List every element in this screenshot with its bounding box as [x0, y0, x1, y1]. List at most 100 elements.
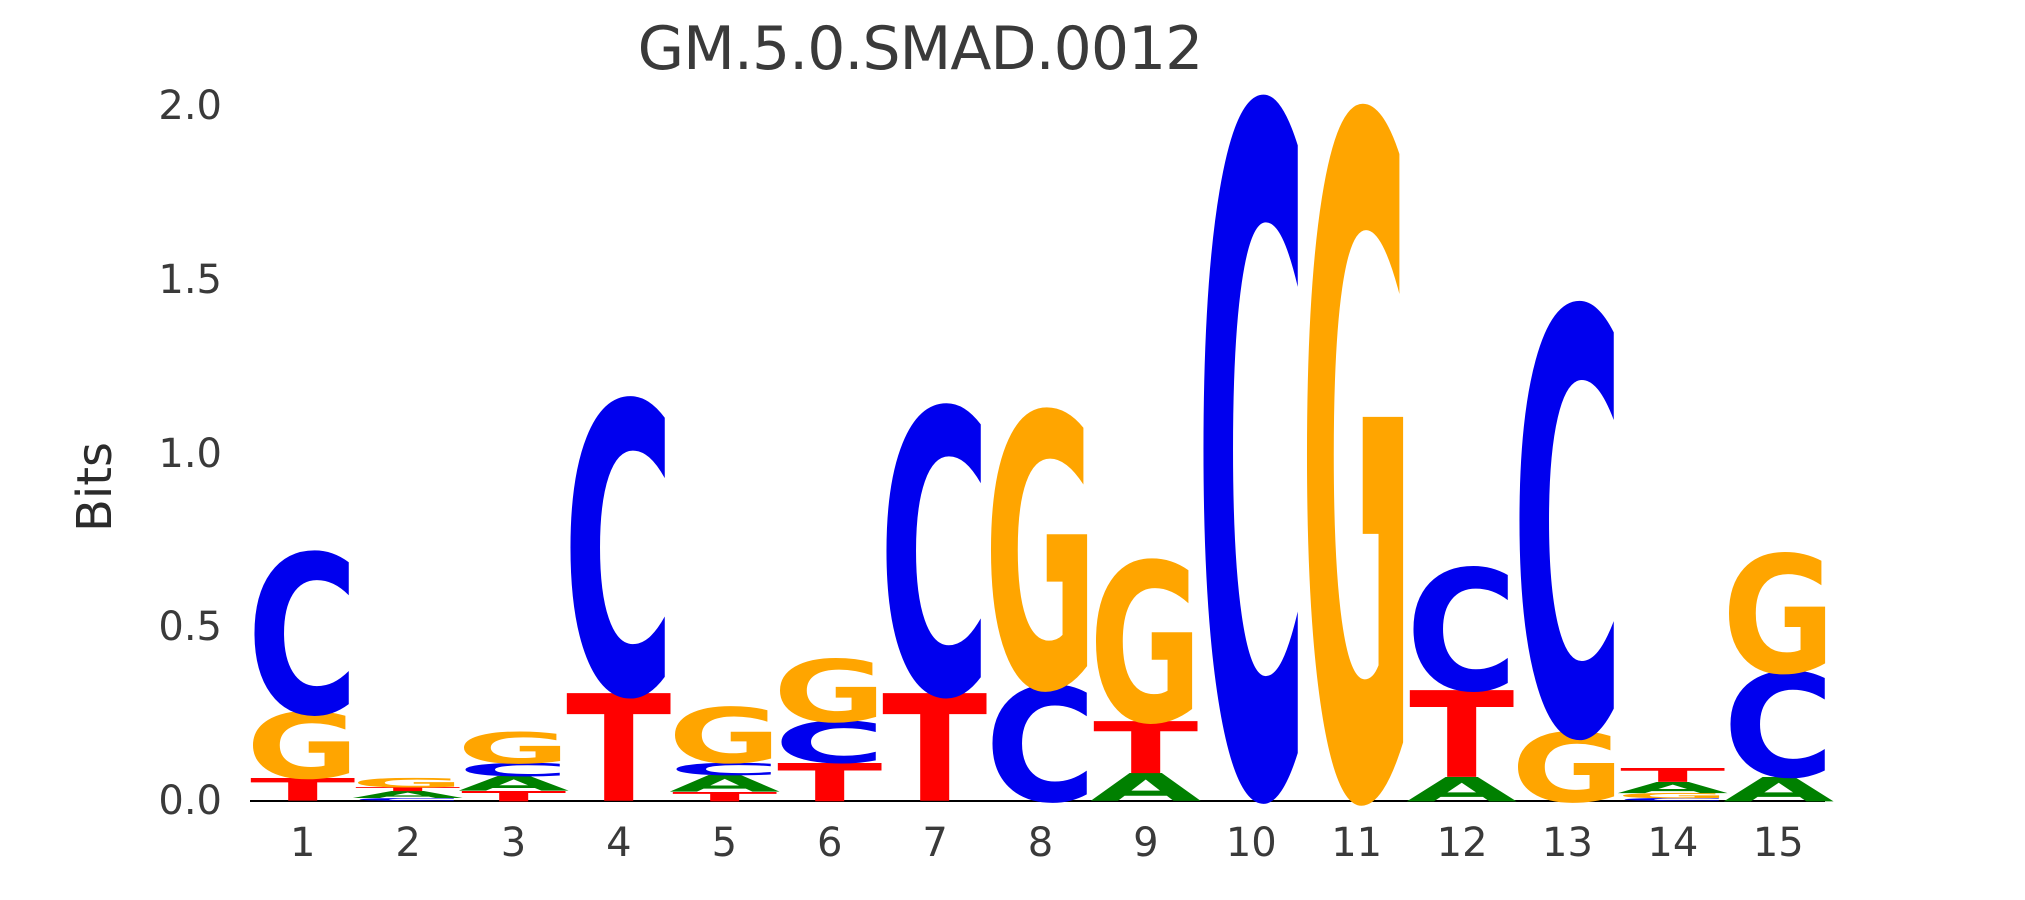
- base-glyph-G: G: [1722, 523, 1835, 711]
- x-tick-label: 5: [711, 820, 738, 866]
- svg-text:C: C: [985, 657, 1097, 839]
- base-glyph-T: T: [566, 664, 671, 836]
- base-glyph-C: C: [458, 759, 570, 780]
- base-glyph-G: G: [246, 695, 359, 800]
- base-glyph-T: T: [461, 788, 567, 805]
- base-glyph-C: C: [774, 710, 886, 777]
- base-glyph-C: C: [1512, 194, 1624, 870]
- svg-text:A: A: [669, 771, 781, 797]
- base-glyph-C: C: [1722, 644, 1834, 811]
- x-tick-label: 3: [500, 820, 527, 866]
- svg-text:A: A: [458, 772, 569, 795]
- svg-text:A: A: [1090, 765, 1201, 810]
- svg-text:A: A: [1723, 770, 1835, 809]
- base-glyph-G: G: [1616, 792, 1729, 800]
- svg-text:T: T: [566, 664, 671, 836]
- x-tick-label: 9: [1133, 820, 1159, 866]
- base-glyph-C: C: [668, 760, 780, 779]
- base-glyph-G: G: [1089, 519, 1202, 774]
- base-glyph-T: T: [672, 789, 778, 804]
- svg-text:C: C: [247, 510, 359, 764]
- svg-text:T: T: [882, 664, 987, 836]
- svg-text:G: G: [1511, 713, 1624, 824]
- svg-text:A: A: [1617, 779, 1728, 797]
- y-tick-label: 0.5: [158, 604, 222, 651]
- base-glyph-A: A: [1617, 779, 1728, 797]
- chart-title: GM.5.0.SMAD.0012: [637, 14, 1204, 84]
- svg-text:G: G: [1089, 519, 1202, 774]
- svg-text:G: G: [246, 695, 359, 800]
- y-tick-label: 1.0: [158, 430, 222, 477]
- svg-text:C: C: [458, 759, 570, 780]
- svg-text:C: C: [879, 331, 991, 786]
- svg-text:G: G: [773, 642, 886, 742]
- x-tick-label: 10: [1225, 820, 1277, 866]
- x-tick-label: 11: [1331, 820, 1383, 866]
- base-glyph-C: C: [563, 323, 675, 788]
- svg-text:T: T: [1620, 764, 1725, 786]
- x-tick-label: 8: [1027, 820, 1054, 866]
- x-tick-label: 14: [1647, 820, 1699, 866]
- base-glyph-G: G: [668, 693, 781, 781]
- x-tick-label: 4: [606, 820, 632, 866]
- y-tick-label: 0.0: [158, 778, 222, 824]
- base-glyph-T: T: [250, 773, 355, 809]
- svg-text:C: C: [352, 797, 464, 801]
- base-glyph-G: G: [1511, 713, 1624, 824]
- base-glyph-T: T: [355, 786, 460, 793]
- svg-text:G: G: [668, 693, 781, 781]
- base-glyph-G: G: [984, 337, 1097, 775]
- svg-text:G: G: [1300, 0, 1413, 900]
- svg-text:G: G: [984, 337, 1097, 775]
- base-glyph-G: G: [457, 723, 570, 773]
- x-tick-label: 12: [1436, 820, 1488, 866]
- base-glyph-A: A: [353, 789, 464, 800]
- svg-text:C: C: [1406, 535, 1518, 729]
- svg-text:G: G: [352, 775, 465, 790]
- base-glyph-C: C: [247, 510, 359, 764]
- svg-text:G: G: [1616, 792, 1729, 800]
- svg-text:T: T: [1093, 707, 1198, 790]
- svg-text:G: G: [1722, 523, 1835, 711]
- svg-text:T: T: [672, 789, 778, 804]
- svg-text:C: C: [563, 323, 675, 788]
- base-glyph-A: A: [1407, 770, 1519, 809]
- base-glyph-A: A: [669, 771, 781, 797]
- base-glyph-C: C: [985, 657, 1097, 839]
- svg-text:A: A: [353, 789, 464, 800]
- base-glyph-G: G: [1300, 0, 1413, 900]
- base-glyph-C: C: [1195, 0, 1307, 900]
- base-glyph-T: T: [1093, 707, 1198, 790]
- svg-text:C: C: [1195, 0, 1307, 900]
- base-glyph-T: T: [777, 753, 882, 814]
- x-tick-label: 7: [922, 820, 948, 866]
- y-tick-label: 1.5: [158, 256, 222, 303]
- x-tick-label: 15: [1752, 820, 1804, 866]
- svg-text:C: C: [668, 760, 780, 779]
- svg-text:T: T: [1409, 667, 1514, 805]
- svg-text:G: G: [457, 723, 570, 773]
- base-glyph-A: A: [458, 772, 569, 795]
- svg-text:T: T: [250, 773, 355, 809]
- svg-text:T: T: [355, 786, 460, 793]
- x-tick-label: 13: [1542, 820, 1593, 866]
- svg-text:C: C: [1617, 797, 1729, 801]
- base-glyph-T: T: [882, 664, 987, 836]
- y-tick-label: 2.0: [158, 83, 222, 129]
- x-tick-label: 2: [395, 820, 421, 866]
- svg-text:C: C: [1512, 194, 1624, 870]
- x-tick-label: 6: [816, 820, 843, 866]
- base-glyph-C: C: [879, 331, 991, 786]
- base-glyph-G: G: [773, 642, 886, 742]
- base-glyph-C: C: [1406, 535, 1518, 729]
- base-glyph-A: A: [1090, 765, 1201, 810]
- base-glyph-T: T: [1409, 667, 1514, 805]
- y-axis-label: Bits: [67, 441, 123, 533]
- base-glyph-A: A: [1723, 770, 1835, 809]
- base-glyph-T: T: [1620, 764, 1725, 786]
- svg-text:C: C: [1722, 644, 1834, 811]
- svg-text:T: T: [461, 788, 567, 805]
- x-axis-line: [250, 800, 1825, 802]
- base-glyph-C: C: [1617, 797, 1729, 801]
